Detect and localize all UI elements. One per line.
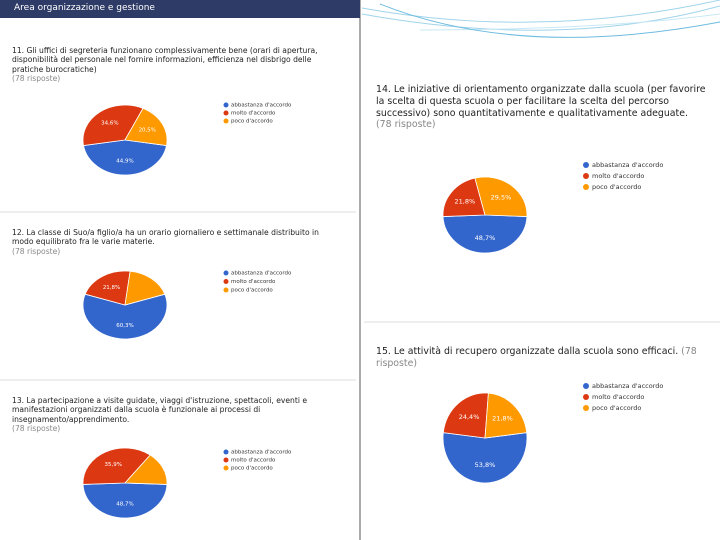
pie-slice: [124, 454, 168, 485]
legend-swatch: [223, 449, 229, 455]
question-text: 11. Gli uffici di segreteria funzionano …: [12, 46, 318, 74]
slice-label: 44,9%: [116, 159, 133, 165]
pie-slice: [124, 107, 168, 147]
swoosh: [379, 3, 720, 38]
legend-label: molto d'accordo: [592, 393, 644, 401]
legend-swatch: [223, 102, 229, 108]
pie-slice: [442, 214, 528, 254]
legend-swatch: [223, 110, 229, 116]
legend-label: poco d'accordo: [592, 183, 641, 191]
swoosh: [419, 13, 720, 31]
legend-swatch: [223, 287, 229, 293]
legend-swatch: [223, 118, 229, 124]
responses-count: (78 risposte): [376, 119, 436, 131]
legend-label: molto d'accordo: [231, 279, 276, 285]
legend-label: abbastanza d'accordo: [592, 382, 663, 390]
pie-slice: [82, 104, 144, 147]
legend-swatch: [583, 173, 589, 179]
header-title: Area organizzazione e gestione: [0, 0, 360, 18]
legend-label: poco d'accordo: [231, 466, 273, 472]
legend-label: abbastanza d'accordo: [231, 103, 292, 109]
pie-slice: [484, 392, 528, 439]
legend-label: poco d'accordo: [592, 404, 641, 412]
question: 13. La partecipazione a visite guidate, …: [12, 396, 342, 434]
legend-label: abbastanza d'accordo: [592, 161, 663, 169]
legend-swatch: [223, 279, 229, 284]
legend-label: molto d'accordo: [592, 172, 644, 180]
pie-slice: [82, 447, 151, 485]
pie-slice: [84, 270, 131, 306]
legend-label: poco d'accordo: [231, 288, 273, 294]
legend-swatch: [223, 457, 229, 463]
slice-label: 60,3%: [116, 323, 133, 329]
question: 12. La classe di Suo/a figlio/a ha un or…: [12, 228, 342, 256]
legend-swatch: [223, 465, 229, 471]
question-text: 14. Le iniziative di orientamento organi…: [376, 84, 706, 119]
slice-label: 48,7%: [116, 502, 133, 508]
question-text: 12. La classe di Suo/a figlio/a ha un or…: [12, 228, 319, 247]
question: 15. Le attività di recupero organizzate …: [376, 346, 706, 370]
legend-swatch: [583, 383, 589, 389]
pie-slice: [442, 392, 489, 439]
question-text: 13. La partecipazione a visite guidate, …: [12, 396, 308, 424]
legend-swatch: [583, 184, 589, 190]
swoosh: [361, 0, 720, 23]
responses-count: (78 risposte): [12, 424, 61, 434]
slice-label: 35,9%: [105, 462, 122, 468]
legend-label: molto d'accordo: [231, 458, 276, 464]
legend-swatch: [223, 270, 229, 276]
pie-slice: [82, 293, 168, 340]
pie-slice: [83, 139, 167, 176]
slice-label: 21,8%: [103, 285, 120, 291]
legend-label: molto d'accordo: [231, 111, 276, 117]
slice-label: 20,5%: [139, 128, 156, 134]
responses-count: (78 risposte): [12, 246, 61, 256]
legend-label: abbastanza d'accordo: [231, 271, 292, 277]
question: 14. Le iniziative di orientamento organi…: [376, 84, 706, 131]
pie-slice: [442, 432, 528, 484]
pie-slice: [82, 482, 168, 519]
legend-label: poco d'accordo: [231, 119, 273, 125]
slice-label: 24,4%: [459, 413, 480, 421]
legend-swatch: [583, 405, 589, 411]
legend-swatch: [583, 162, 589, 168]
decoration: [361, 0, 720, 38]
question: 11. Gli uffici di segreteria funzionano …: [12, 46, 342, 84]
pie-slice: [124, 270, 166, 306]
slice-label: 53,8%: [475, 461, 496, 469]
legend-swatch: [583, 394, 589, 400]
swoosh: [361, 5, 720, 31]
responses-count: (78 risposte): [376, 346, 697, 369]
pie-slice: [474, 176, 528, 217]
slice-label: 21,8%: [455, 197, 476, 205]
pie-slice: [442, 177, 486, 217]
slice-label: 48,7%: [475, 234, 496, 242]
slice-label: 29,5%: [491, 193, 512, 201]
question-text: 15. Le attività di recupero organizzate …: [376, 346, 679, 357]
responses-count: (78 risposte): [12, 74, 61, 84]
slice-label: 21,8%: [492, 415, 513, 423]
legend-label: abbastanza d'accordo: [231, 450, 292, 456]
slice-label: 34,6%: [101, 121, 118, 127]
